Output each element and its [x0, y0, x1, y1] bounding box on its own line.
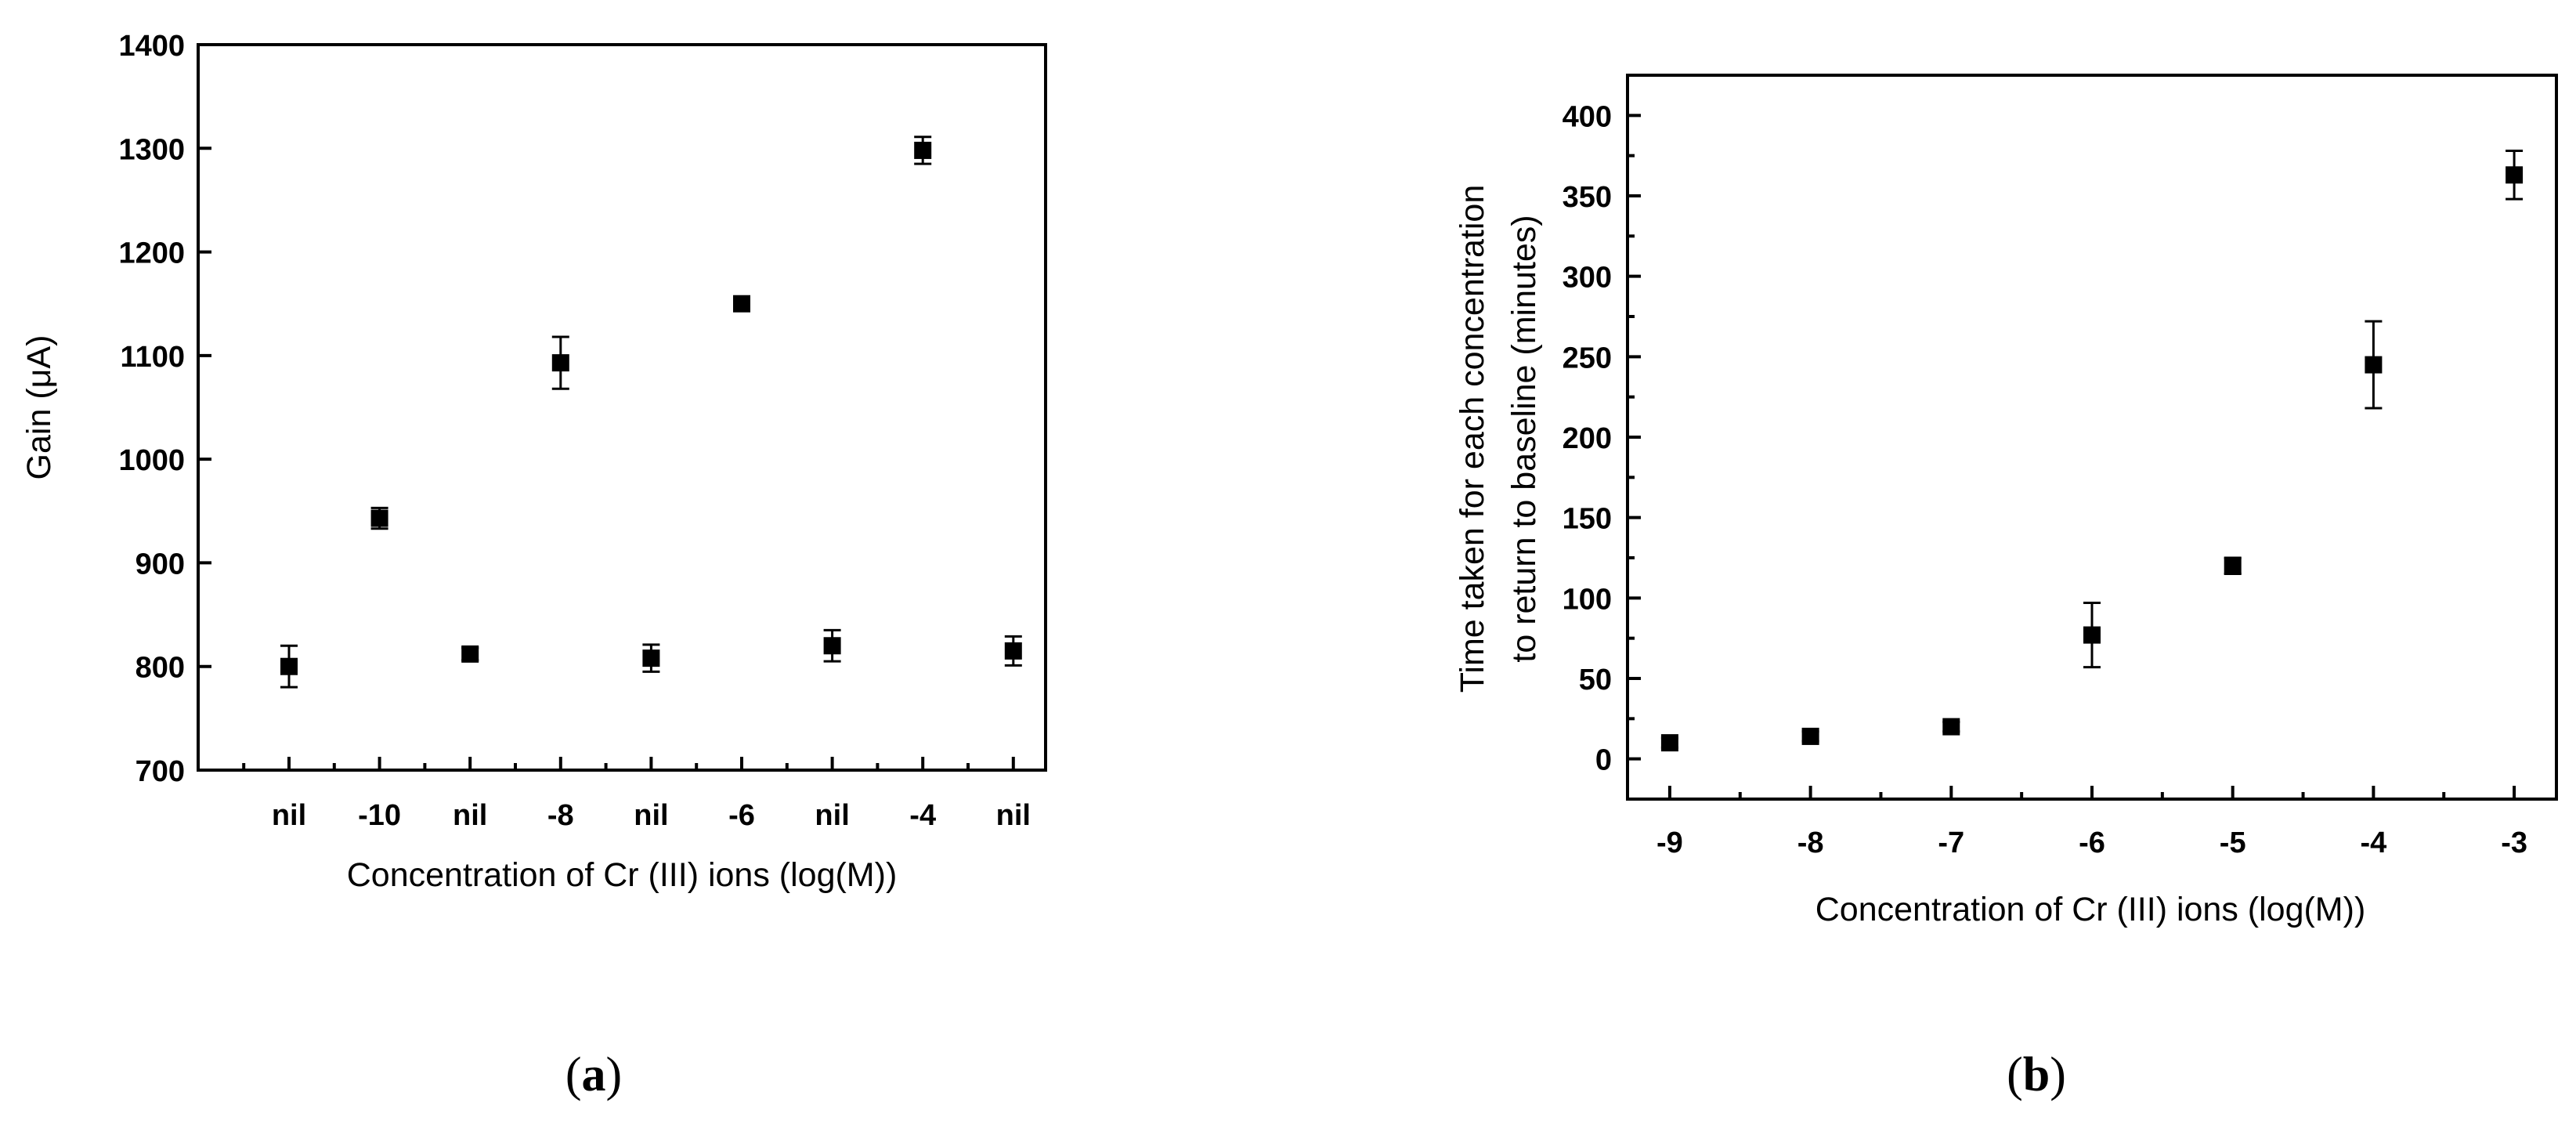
x-tick-label-b: -4: [2360, 827, 2386, 859]
x-tick-label-a: nil: [634, 799, 668, 832]
y-tick-label-a: 1300: [118, 133, 185, 166]
data-point-a: [461, 645, 479, 663]
y-tick-label-b: 200: [1563, 422, 1612, 455]
panel-label-a: (a): [565, 1048, 622, 1101]
chart-panel-a: 700 800 900 1000 1100 1200 1300 1400 nil -10 nil -…: [20, 30, 1047, 1101]
y-axis-b: 0 50 100 150 200 250 300 350 400: [1563, 74, 1641, 777]
x-tick-label-a: -6: [728, 799, 755, 832]
data-point-a: [551, 354, 569, 372]
data-point-a: [370, 509, 388, 527]
y-tick-label-a: 800: [135, 652, 185, 685]
x-axis-a: nil -10 nil -8 nil -6 nil -4 nil: [242, 757, 1031, 832]
y-tick-label-b: 400: [1563, 100, 1612, 133]
data-point-b: [2365, 356, 2383, 374]
y-axis-title-b-line2: to return to baseline (minutes): [1505, 215, 1543, 662]
plot-frame-b: [1626, 74, 2558, 801]
plot-frame-a: [197, 43, 1047, 772]
x-tick-label-a: nil: [272, 799, 306, 832]
y-axis-title-a: Gain (μA): [20, 335, 58, 480]
y-tick-label-a: 1000: [118, 444, 185, 477]
x-tick-label-b: -6: [2079, 827, 2105, 859]
x-tick-label-b: -7: [1938, 827, 1964, 859]
data-point-a: [1004, 642, 1022, 660]
x-tick-label-a: -8: [547, 799, 574, 832]
data-point-b: [2083, 626, 2101, 644]
y-tick-label-a: 900: [135, 548, 185, 581]
data-point-a: [642, 649, 660, 667]
x-tick-label-b: -8: [1797, 827, 1824, 859]
y-tick-label-a: 1200: [118, 237, 185, 270]
data-point-b: [1660, 734, 1678, 752]
panel-label-b: (b): [2007, 1048, 2066, 1101]
x-tick-label-b: -3: [2501, 827, 2527, 859]
y-tick-label-a: 700: [135, 755, 185, 788]
data-point-b: [2224, 557, 2242, 575]
y-axis-title-b-line1: Time taken for each concentration: [1454, 185, 1491, 693]
y-tick-label-b: 100: [1563, 583, 1612, 616]
y-tick-label-a: 1400: [118, 30, 185, 63]
y-tick-label-b: 350: [1563, 181, 1612, 214]
data-point-a: [733, 295, 750, 313]
x-tick-label-a: nil: [996, 799, 1031, 832]
x-tick-label-a: -10: [358, 799, 401, 832]
x-axis-title-a: Concentration of Cr (III) ions (log(M)): [347, 856, 898, 894]
y-tick-label-b: 50: [1579, 664, 1612, 696]
x-tick-label-a: -4: [909, 799, 936, 832]
x-tick-label-b: -9: [1657, 827, 1683, 859]
data-point-a: [280, 657, 298, 675]
y-tick-label-a: 1100: [121, 341, 185, 374]
y-tick-label-b: 300: [1563, 262, 1612, 295]
y-tick-label-b: 0: [1595, 744, 1612, 777]
x-tick-label-a: nil: [453, 799, 487, 832]
x-tick-label-b: -5: [2220, 827, 2246, 859]
y-axis-a: 700 800 900 1000 1100 1200 1300 1400: [118, 30, 211, 788]
data-point-a: [823, 637, 841, 655]
y-tick-label-b: 250: [1563, 342, 1612, 374]
x-axis-title-b: Concentration of Cr (III) ions (log(M)): [1815, 891, 2366, 928]
x-tick-label-a: nil: [815, 799, 849, 832]
data-point-b: [1942, 718, 1960, 736]
y-tick-label-b: 150: [1563, 503, 1612, 536]
data-point-a: [914, 141, 932, 159]
x-axis-b: -9 -8 -7 -6 -5 -4 -3: [1657, 786, 2527, 859]
data-series-a: [280, 136, 1022, 689]
data-point-b: [2506, 166, 2524, 184]
data-series-b: [1660, 150, 2524, 752]
data-point-b: [1801, 727, 1819, 745]
